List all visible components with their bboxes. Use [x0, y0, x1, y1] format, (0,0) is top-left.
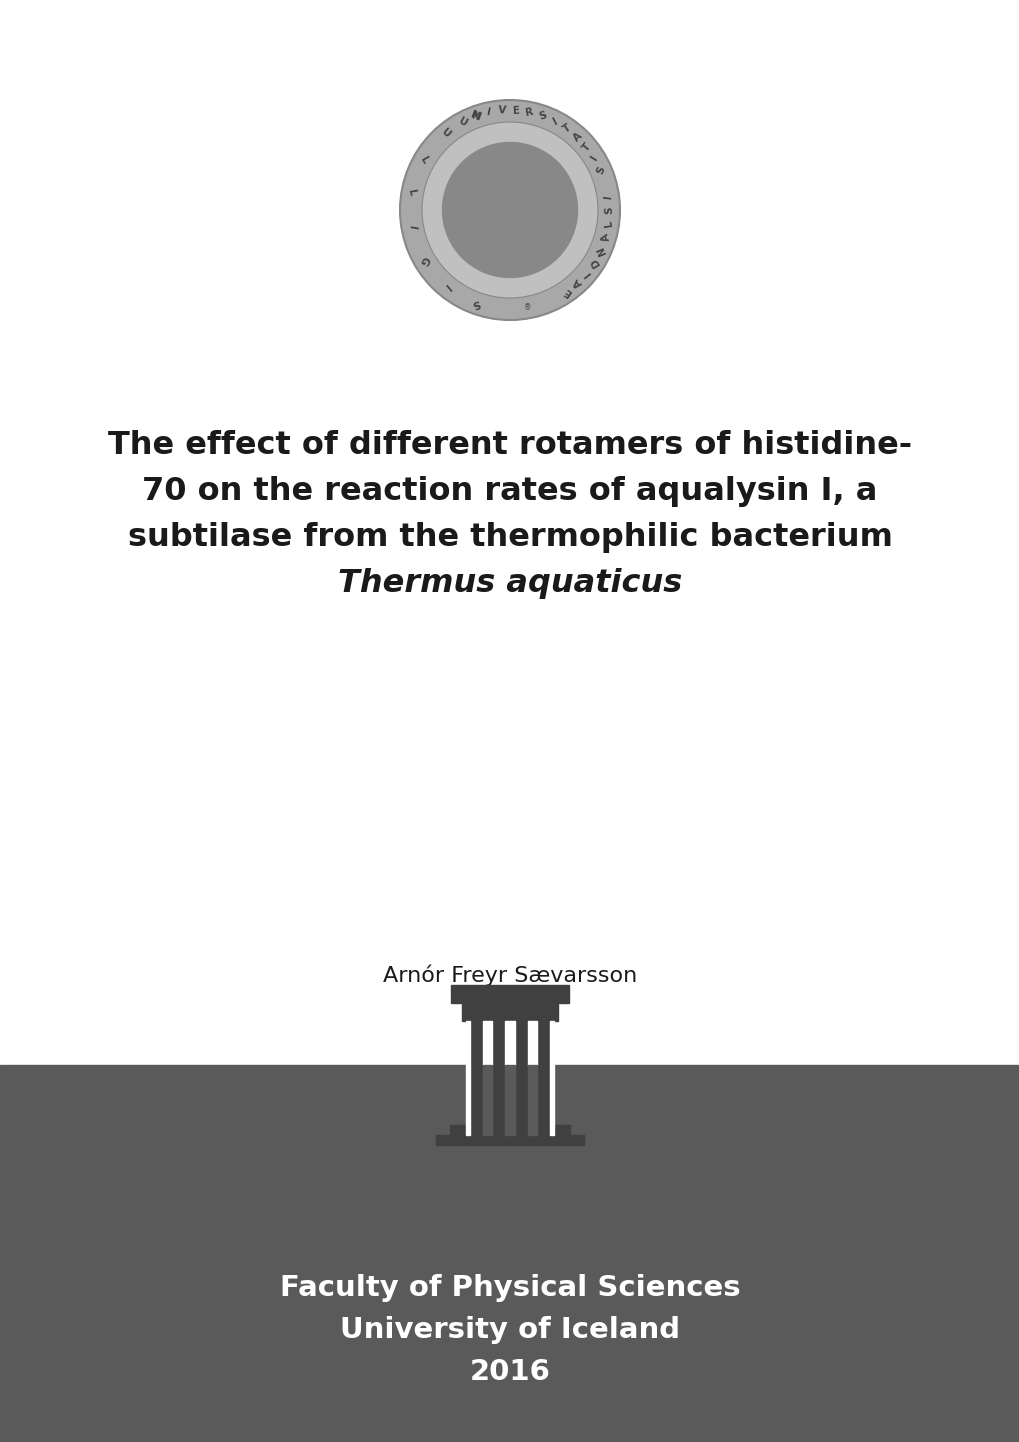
Text: N: N — [470, 111, 481, 123]
Bar — [527, 1021, 536, 1066]
Bar — [450, 985, 569, 1004]
Text: S: S — [537, 110, 547, 123]
Text: A: A — [599, 232, 611, 242]
Bar — [0, 1066, 1019, 1442]
Text: I: I — [407, 225, 417, 231]
Bar — [483, 1066, 492, 1135]
Text: L: L — [406, 189, 417, 198]
Circle shape — [441, 141, 578, 278]
Text: M: M — [469, 110, 482, 123]
Text: S: S — [470, 297, 481, 310]
Text: L: L — [418, 154, 429, 166]
Text: N: N — [594, 244, 607, 255]
Bar — [483, 1021, 492, 1066]
Text: S: S — [604, 206, 614, 213]
Text: I: I — [582, 268, 592, 278]
Text: Arnór Freyr Sævarsson: Arnór Freyr Sævarsson — [382, 965, 637, 986]
Text: U: U — [439, 127, 452, 140]
Text: E: E — [560, 286, 573, 297]
Text: R: R — [524, 107, 534, 118]
Text: T: T — [580, 141, 593, 153]
Bar — [462, 1004, 557, 1015]
Bar — [468, 1021, 551, 1141]
Text: I: I — [441, 281, 450, 291]
Text: I: I — [589, 154, 599, 163]
Circle shape — [399, 99, 620, 320]
Text: Thermus aquaticus: Thermus aquaticus — [337, 568, 682, 598]
Bar — [549, 1021, 553, 1135]
Text: T: T — [560, 123, 573, 134]
Bar — [449, 1125, 570, 1135]
Text: I: I — [603, 193, 613, 199]
Text: ®: ® — [523, 303, 531, 313]
Text: 70 on the reaction rates of aqualysin I, a: 70 on the reaction rates of aqualysin I,… — [143, 476, 876, 508]
Text: V: V — [497, 105, 506, 115]
Bar — [462, 1015, 557, 1021]
Text: A: A — [571, 277, 584, 290]
Text: D: D — [588, 255, 601, 268]
Text: I: I — [550, 115, 558, 127]
Text: S: S — [594, 164, 606, 176]
Bar — [504, 1021, 515, 1066]
Text: Faculty of Physical Sciences: Faculty of Physical Sciences — [279, 1273, 740, 1302]
Bar — [504, 1066, 515, 1135]
Text: U: U — [457, 115, 469, 128]
Text: I: I — [485, 107, 491, 118]
Bar — [466, 1021, 470, 1135]
Bar — [435, 1135, 584, 1145]
Text: A: A — [571, 131, 583, 143]
Text: subtilase from the thermophilic bacterium: subtilase from the thermophilic bacteriu… — [127, 522, 892, 552]
Text: University of Iceland: University of Iceland — [339, 1317, 680, 1344]
Bar — [527, 1066, 536, 1135]
Text: 2016: 2016 — [469, 1358, 550, 1386]
Text: The effect of different rotamers of histidine-: The effect of different rotamers of hist… — [108, 430, 911, 461]
Text: L: L — [602, 219, 613, 228]
Text: G: G — [417, 254, 430, 265]
Circle shape — [422, 123, 597, 298]
Text: E: E — [512, 105, 520, 115]
